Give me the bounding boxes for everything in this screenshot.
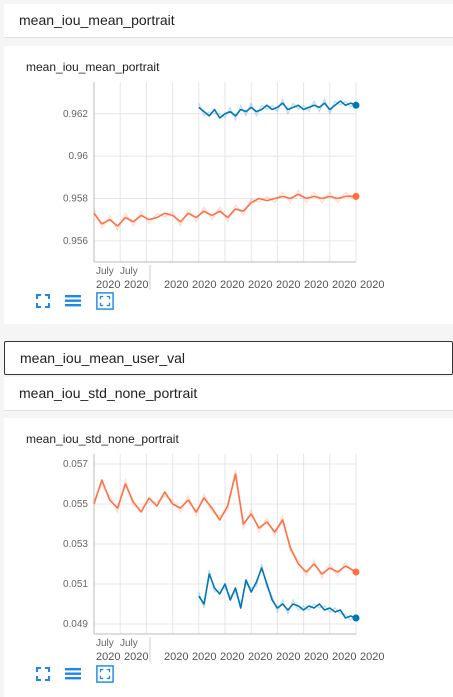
series-raw-line bbox=[198, 97, 357, 122]
section-title: mean_iou_mean_portrait bbox=[19, 12, 175, 28]
series-raw-line bbox=[198, 563, 357, 621]
x-tick-label-bottom: 2020 bbox=[124, 279, 148, 291]
x-tick-label-bottom: 2020 bbox=[164, 279, 188, 291]
chart-title: mean_iou_mean_portrait bbox=[26, 60, 160, 74]
x-tick-label-bottom: 2020 bbox=[332, 279, 356, 291]
series-line bbox=[93, 473, 357, 575]
y-tick-label: 0.956 bbox=[63, 236, 88, 247]
data-table-icon[interactable] bbox=[64, 292, 82, 310]
x-tick-label-top: July bbox=[120, 266, 138, 277]
fullscreen-icon[interactable] bbox=[96, 665, 114, 683]
series-end-marker bbox=[352, 614, 360, 622]
y-tick-label: 0.958 bbox=[63, 193, 88, 204]
series-line bbox=[198, 100, 357, 119]
x-tick-label-bottom: 2020 bbox=[192, 651, 216, 663]
series-end-marker bbox=[352, 192, 360, 200]
section-header-mean-iou-mean-user-val[interactable]: mean_iou_mean_user_val bbox=[4, 341, 453, 375]
x-tick-label-bottom: 2020 bbox=[96, 279, 120, 291]
section-header-mean-iou-mean-portrait[interactable]: mean_iou_mean_portrait bbox=[4, 4, 453, 38]
fit-domain-icon[interactable] bbox=[34, 292, 52, 310]
series-end-marker bbox=[352, 568, 360, 576]
section-title: mean_iou_std_none_portrait bbox=[19, 385, 198, 401]
section-header-mean-iou-std-none-portrait[interactable]: mean_iou_std_none_portrait bbox=[4, 377, 453, 411]
x-tick-label-bottom: 2020 bbox=[96, 651, 120, 663]
series-end-marker bbox=[352, 101, 360, 109]
x-tick-label-bottom: 2020 bbox=[220, 651, 244, 663]
x-tick-label-bottom: 2020 bbox=[192, 279, 216, 291]
chart-card-std: mean_iou_std_none_portrait 0.057 0.055 0.0… bbox=[4, 418, 453, 697]
x-tick-label-top: July bbox=[96, 266, 114, 277]
x-tick-label-bottom: 2020 bbox=[360, 279, 384, 291]
chart-card-portrait: mean_iou_mean_portrait 0.962 0.96 0.958 0.9… bbox=[4, 46, 453, 324]
y-tick-label: 0.049 bbox=[63, 619, 88, 630]
x-tick-label-bottom: 2020 bbox=[360, 651, 384, 663]
x-tick-label-bottom: 2020 bbox=[248, 279, 272, 291]
y-tick-label: 0.051 bbox=[63, 579, 88, 590]
chart-title: mean_iou_std_none_portrait bbox=[26, 432, 179, 446]
section-title: mean_iou_mean_user_val bbox=[20, 350, 185, 366]
x-tick-label-bottom: 2020 bbox=[304, 651, 328, 663]
x-tick-label-bottom: 2020 bbox=[220, 279, 244, 291]
y-tick-label: 0.057 bbox=[63, 459, 88, 470]
x-tick-label-bottom: 2020 bbox=[332, 651, 356, 663]
y-tick-label: 0.962 bbox=[63, 109, 88, 120]
fit-domain-icon[interactable] bbox=[34, 665, 52, 683]
x-tick-label-bottom: 2020 bbox=[164, 651, 188, 663]
fullscreen-icon[interactable] bbox=[96, 292, 114, 310]
x-tick-label-bottom: 2020 bbox=[248, 651, 272, 663]
y-tick-label: 0.96 bbox=[69, 151, 89, 162]
y-tick-label: 0.055 bbox=[63, 499, 88, 510]
data-table-icon[interactable] bbox=[64, 665, 82, 683]
x-tick-label-bottom: 2020 bbox=[304, 279, 328, 291]
series-line bbox=[93, 193, 356, 227]
x-tick-label-bottom: 2020 bbox=[276, 651, 300, 663]
y-tick-label: 0.053 bbox=[63, 539, 88, 550]
x-tick-label-bottom: 2020 bbox=[124, 651, 148, 663]
series-line bbox=[198, 567, 357, 619]
x-tick-label-top: July bbox=[120, 638, 138, 649]
x-tick-label-bottom: 2020 bbox=[276, 279, 300, 291]
x-tick-label-top: July bbox=[96, 638, 114, 649]
